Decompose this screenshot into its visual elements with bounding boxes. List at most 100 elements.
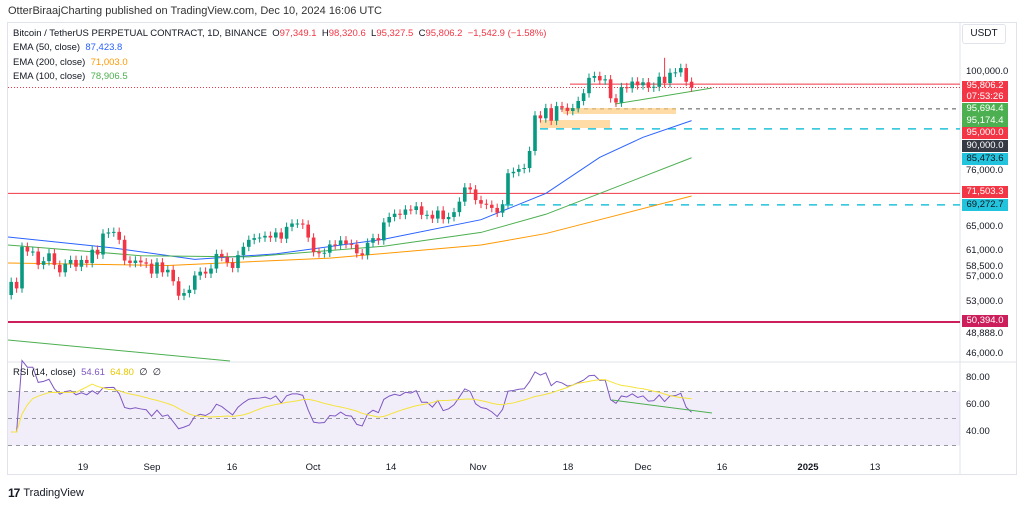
candle-body [587, 77, 591, 94]
candle-body [452, 212, 456, 217]
candle-body [436, 210, 440, 219]
candle-body [284, 226, 289, 239]
candle-body [414, 206, 418, 211]
candle-body [274, 232, 278, 238]
candle-body [446, 216, 451, 220]
ema100-legend[interactable]: EMA (100, close) 78,906.5 [13, 70, 546, 84]
candle-body [176, 281, 181, 296]
candle-body [614, 98, 618, 103]
candle-body [322, 252, 327, 254]
candle-body [144, 262, 148, 264]
price-tag: 69,272.7 [962, 199, 1008, 211]
low-value: 95,327.5 [376, 28, 414, 39]
candle-body [160, 262, 165, 273]
rsi-na: ∅ [152, 367, 162, 378]
time-tick: Sep [143, 462, 161, 473]
candle-body [376, 238, 381, 241]
tradingview-logo[interactable]: 17 TradingView [8, 486, 84, 500]
candle-body [571, 108, 575, 111]
candle-body [581, 93, 586, 102]
price-tick: 61,000.0 [966, 245, 1003, 256]
candle-body [41, 261, 46, 265]
candle-body [279, 232, 283, 239]
price-tick: 76,000.0 [966, 165, 1003, 176]
change-value: −1,542.9 (−1.58%) [467, 28, 547, 39]
candle-body [198, 271, 202, 276]
price-tick: 58,500.0 [966, 261, 1003, 272]
candle-body [662, 76, 667, 84]
rsi-trendline [611, 399, 713, 414]
candle-body [355, 244, 359, 254]
candle-body [79, 259, 84, 267]
candle-body [522, 168, 526, 170]
candle-body [14, 281, 19, 289]
ema200-legend[interactable]: EMA (200, close) 71,003.0 [13, 56, 546, 70]
candle-body [382, 222, 386, 241]
candle-body [646, 82, 651, 88]
candle-body [31, 251, 35, 253]
candle-body [182, 293, 186, 296]
price-tick: 100,000.0 [966, 66, 1009, 77]
candle-body [398, 213, 402, 215]
time-tick: 14 [385, 462, 397, 473]
price-tick: 57,000.0 [966, 271, 1003, 282]
ema100-line [8, 157, 692, 258]
ema200-label: EMA (200, close) [13, 56, 86, 68]
candle-body [52, 253, 57, 265]
rsi-ma-line [11, 379, 692, 433]
candle-body [317, 252, 321, 254]
candle-body [506, 173, 510, 205]
candle-body [598, 76, 602, 81]
ema50-legend[interactable]: EMA (50, close) 87,423.8 [13, 41, 546, 55]
candle-body [25, 246, 30, 252]
candle-body [311, 237, 316, 253]
rsi-na: ∅ [139, 367, 148, 378]
rsi-legend[interactable]: RSI (14, close) 54.61 64.80 ∅ ∅ [13, 367, 161, 378]
candle-body [403, 209, 408, 215]
price-tag: 90,000.0 [962, 140, 1008, 152]
candle-body [517, 168, 521, 172]
candle-body [463, 187, 467, 202]
candle-body [58, 264, 62, 273]
candle-body [673, 72, 678, 74]
candle-body [365, 242, 370, 256]
candle-body [133, 260, 138, 264]
candle-body [495, 207, 499, 213]
candle-body [608, 79, 613, 99]
price-tick: 53,000.0 [966, 296, 1003, 307]
candle-body [619, 87, 624, 103]
chart-frame[interactable] [7, 22, 1017, 475]
time-tick: 2025 [797, 462, 819, 473]
candle-body [263, 235, 267, 238]
candle-body [328, 244, 332, 253]
zone-box [540, 120, 610, 128]
candle-body [425, 214, 429, 216]
candle-body [220, 253, 224, 257]
candle-body [479, 200, 483, 204]
time-tick: Oct [305, 462, 321, 473]
tv-logo-icon: 17 [8, 486, 20, 500]
candle-body [689, 81, 694, 88]
candle-body [387, 216, 391, 223]
candle-body [679, 68, 683, 73]
candle-body [349, 243, 354, 245]
ema200-value: 71,003.0 [90, 56, 128, 68]
candle-body [149, 263, 154, 274]
candle-body [257, 237, 262, 239]
candle-body [106, 232, 111, 234]
price-tag: 50,394.0 [962, 315, 1008, 327]
last-price-tag: 95,806.2 07:53:26 [962, 80, 1008, 102]
rsi-tick: 60.00 [966, 399, 990, 410]
ema50-line [8, 120, 692, 260]
candle-body [635, 81, 640, 86]
symbol-title[interactable]: Bitcoin / TetherUS PERPETUAL CONTRACT, 1… [13, 28, 267, 39]
currency-button[interactable]: USDT [962, 24, 1006, 44]
candle-body [657, 76, 661, 87]
time-tick: Nov [469, 462, 487, 473]
candle-body [527, 150, 532, 169]
time-tick: Dec [634, 462, 652, 473]
price-tick: 65,000.0 [966, 221, 1003, 232]
candle-body [603, 79, 607, 81]
candle-body [9, 281, 13, 296]
